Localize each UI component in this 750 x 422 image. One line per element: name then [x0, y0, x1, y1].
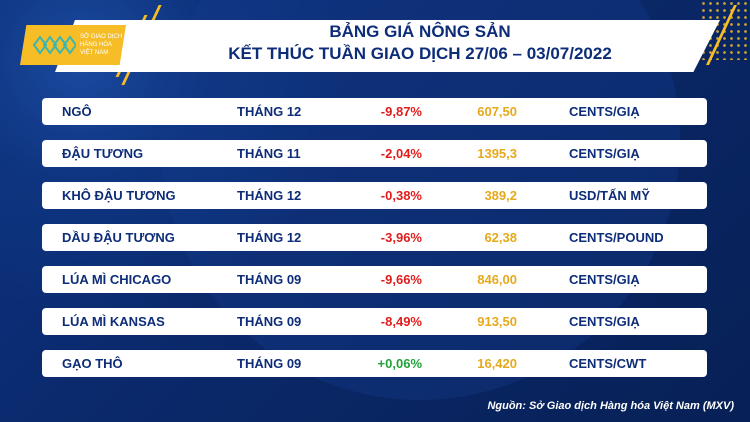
contract-month: THÁNG 12 [237, 230, 302, 245]
unit: CENTS/POUND [569, 230, 664, 245]
weekly-change: -3,96% [380, 230, 422, 245]
price: 607,50 [477, 104, 517, 119]
price: 846,00 [477, 272, 517, 287]
commodity-name: KHÔ ĐẬU TƯƠNG [62, 188, 176, 203]
contract-month: THÁNG 11 [237, 146, 301, 161]
unit: CENTS/GIẠ [569, 146, 640, 161]
logo-icon [32, 35, 76, 55]
contract-month: THÁNG 09 [237, 272, 302, 287]
unit: CENTS/CWT [569, 356, 647, 371]
weekly-change: -2,04% [380, 146, 422, 161]
price: 389,2 [484, 188, 517, 203]
weekly-change: -0,38% [380, 188, 422, 203]
source-note: Nguồn: Sở Giao dịch Hàng hóa Việt Nam (M… [487, 400, 734, 412]
table-row: LÚA MÌ KANSAS THÁNG 09 -8,49% 913,50 CEN… [42, 308, 707, 335]
price: 16,420 [477, 356, 517, 371]
table-row: ĐẬU TƯƠNG THÁNG 11 -2,04% 1395,3 CENTS/G… [42, 140, 707, 167]
page-title: BẢNG GIÁ NÔNG SẢN KẾT THÚC TUẦN GIAO DỊC… [120, 21, 720, 65]
price: 1395,3 [477, 146, 517, 161]
commodity-name: ĐẬU TƯƠNG [62, 146, 144, 161]
table-row: GẠO THÔ THÁNG 09 +0,06% 16,420 CENTS/CWT [42, 350, 707, 377]
weekly-change: -9,87% [380, 104, 422, 119]
logo: SỞ GIAO DỊCH HÀNG HÓA VIỆT NAM [20, 25, 126, 65]
table-row: DẦU ĐẬU TƯƠNG THÁNG 12 -3,96% 62,38 CENT… [42, 224, 707, 251]
title-line-2: KẾT THÚC TUẦN GIAO DỊCH 27/06 – 03/07/20… [228, 44, 612, 63]
table-row: KHÔ ĐẬU TƯƠNG THÁNG 12 -0,38% 389,2 USD/… [42, 182, 707, 209]
unit: USD/TẤN MỸ [569, 188, 650, 203]
weekly-change: +0,06% [377, 356, 422, 371]
table-row: NGÔ THÁNG 12 -9,87% 607,50 CENTS/GIẠ [42, 98, 707, 125]
contract-month: THÁNG 12 [237, 104, 302, 119]
commodity-name: LÚA MÌ CHICAGO [62, 272, 172, 287]
contract-month: THÁNG 12 [237, 188, 302, 203]
contract-month: THÁNG 09 [237, 356, 302, 371]
price: 913,50 [477, 314, 517, 329]
price: 62,38 [484, 230, 517, 245]
logo-text: SỞ GIAO DỊCH HÀNG HÓA VIỆT NAM [80, 34, 123, 56]
commodity-name: NGÔ [62, 104, 92, 119]
commodity-name: GẠO THÔ [62, 356, 123, 371]
title-line-1: BẢNG GIÁ NÔNG SẢN [329, 22, 511, 41]
commodity-name: DẦU ĐẬU TƯƠNG [62, 230, 175, 245]
unit: CENTS/GIẠ [569, 314, 640, 329]
unit: CENTS/GIẠ [569, 104, 640, 119]
table-row: LÚA MÌ CHICAGO THÁNG 09 -9,66% 846,00 CE… [42, 266, 707, 293]
contract-month: THÁNG 09 [237, 314, 302, 329]
unit: CENTS/GIẠ [569, 272, 640, 287]
title-banner [55, 20, 720, 72]
weekly-change: -9,66% [380, 272, 422, 287]
weekly-change: -8,49% [380, 314, 422, 329]
commodity-name: LÚA MÌ KANSAS [62, 314, 165, 329]
